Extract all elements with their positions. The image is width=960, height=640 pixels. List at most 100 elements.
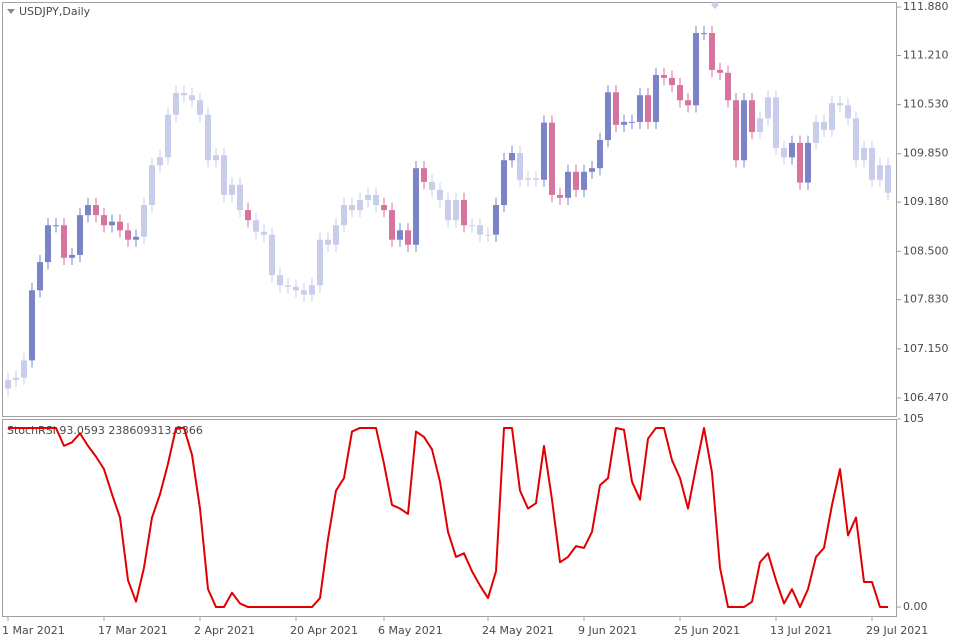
candle-body [853,118,859,161]
candle-body [461,199,467,226]
candle-body [453,199,459,221]
candle-body [429,181,435,190]
candle-body [221,155,227,195]
candle-body [741,100,747,161]
candle-body [821,121,827,130]
candle-body [485,234,491,236]
candle-body [421,168,427,182]
x-tick-label: 9 Jun 2021 [578,624,637,637]
candle-body [285,285,291,287]
candle-body [69,254,75,258]
candle-body [269,234,275,276]
candle-body [533,178,539,180]
candle-body [781,147,787,158]
marker [711,1,719,9]
candle-body [349,205,355,211]
candle-body [525,178,531,180]
candle-body [229,184,235,195]
candle-body [197,100,203,115]
candle-body [773,97,779,148]
y-tick-label: 111.880 [903,0,949,13]
candle-body [845,105,851,119]
candle-body [469,225,475,227]
candle-body [621,121,627,125]
candle-body [117,221,123,231]
x-tick-label: 24 May 2021 [482,624,554,637]
candle-body [133,236,139,240]
candle-body [189,95,195,101]
candle-body [725,72,731,101]
candle-body [645,95,651,122]
candle-body [93,205,99,216]
candle-body [677,85,683,101]
candle-body [293,286,299,291]
candle-body [37,262,43,291]
candle-body [613,92,619,125]
candle-body [125,230,131,240]
candle-body [661,74,667,78]
candle-body [53,225,59,227]
candle-body [205,114,211,161]
candle-body [733,100,739,161]
candle-body [85,205,91,216]
x-tick-label: 25 Jun 2021 [674,624,740,637]
candle-body [517,153,523,180]
candle-body [509,153,515,161]
candle-body [45,225,51,263]
candle-body [605,92,611,140]
menu-triangle [7,9,15,14]
candle-body [365,194,371,200]
candle-body [341,205,347,226]
main-panel [2,2,897,417]
candle-body [405,230,411,245]
y-tick-label: 0.00 [903,600,928,613]
candle-body [813,121,819,143]
candle-body [549,122,555,195]
candle-body [109,221,115,226]
candle-body [693,33,699,106]
candle-body [837,103,843,106]
candle-body [669,77,675,86]
candle-body [245,210,251,221]
candle-body [805,142,811,183]
candle-body [317,239,323,286]
candle-body [397,230,403,240]
x-tick-label: 13 Jul 2021 [770,624,832,637]
x-tick-label: 17 Mar 2021 [98,624,168,637]
candle-body [557,194,563,198]
x-tick-label: 1 Mar 2021 [2,624,65,637]
candle-body [749,100,755,133]
candle-body [261,231,267,235]
candle-body [5,379,11,389]
y-tick-label: 111.210 [903,48,949,61]
candle-body [701,33,707,35]
chart-title: USDJPY,Daily [19,5,91,18]
candle-body [277,275,283,286]
x-tick-label: 2 Apr 2021 [194,624,255,637]
candle-body [637,95,643,122]
x-tick-label: 20 Apr 2021 [290,624,358,637]
candle-body [77,215,83,255]
candle-body [101,215,107,226]
y-tick-label: 106.470 [903,391,949,404]
candle-body [861,147,867,161]
y-tick-label: 107.830 [903,293,949,306]
candle-body [653,74,659,122]
candle-body [237,184,243,211]
candle-body [181,93,187,96]
candle-body [157,157,163,166]
candle-body [301,290,307,295]
candle-body [789,142,795,158]
candle-body [309,285,315,295]
y-tick-label: 105 [903,412,924,425]
y-tick-label: 110.530 [903,98,949,111]
candle-body [541,122,547,180]
candle-body [437,189,443,200]
candle-body [581,171,587,190]
candle-body [149,165,155,206]
y-tick-label: 109.180 [903,195,949,208]
candle-body [573,171,579,190]
candle-body [709,33,715,70]
indicator-line [8,426,888,609]
candle-body [589,168,595,172]
